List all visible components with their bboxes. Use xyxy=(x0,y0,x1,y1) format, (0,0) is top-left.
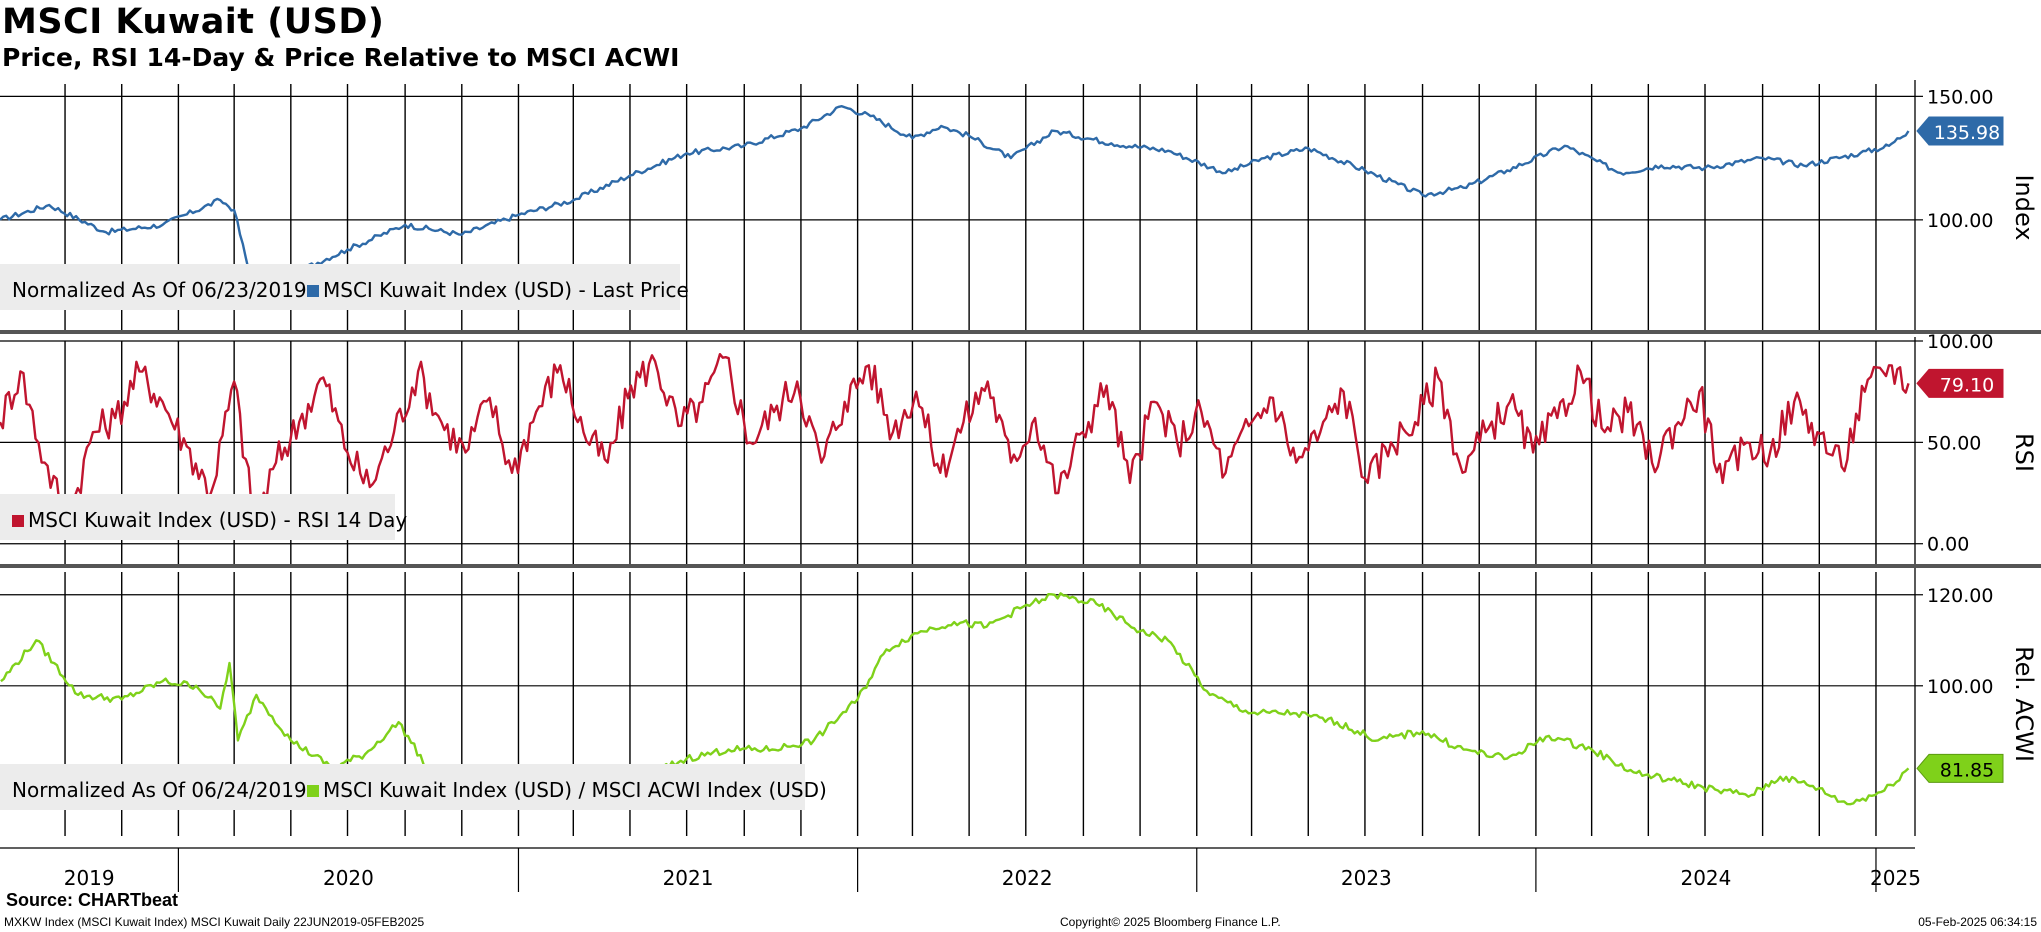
y-tick-label: 120.00 xyxy=(1927,585,1993,607)
series-line xyxy=(0,353,1910,525)
y-tick-label: 0.00 xyxy=(1927,534,1969,556)
y-tick-label: 100.00 xyxy=(1927,676,1993,698)
legend-series-name: MSCI Kuwait Index (USD) / MSCI ACWI Inde… xyxy=(323,778,827,802)
last-value-badge xyxy=(1916,753,2004,783)
x-tick-label: 2022 xyxy=(1002,866,1053,890)
y-tick-label: 100.00 xyxy=(1927,331,1993,353)
y-axis-label: Rel. ACWI xyxy=(2010,646,2038,762)
y-axis-label: RSI xyxy=(2010,433,2038,472)
legend-box xyxy=(0,264,680,310)
x-tick-label: 2023 xyxy=(1341,866,1392,890)
series-line xyxy=(0,105,1910,296)
y-axis-label: Index xyxy=(2010,174,2038,240)
last-value-badge xyxy=(1916,116,2004,146)
last-value-label: 81.85 xyxy=(1940,759,1994,781)
source-note: Source: CHARTbeat xyxy=(6,890,179,910)
legend-swatch xyxy=(307,785,319,797)
x-tick-label: 2019 xyxy=(64,866,115,890)
x-tick-label: 2021 xyxy=(663,866,714,890)
legend-prefix: Normalized As Of 06/24/2019 xyxy=(12,778,307,802)
legend-swatch xyxy=(307,285,319,297)
x-tick-label: 2024 xyxy=(1680,866,1731,890)
x-tick-label: 2020 xyxy=(323,866,374,890)
y-tick-label: 150.00 xyxy=(1927,86,1993,108)
x-tick-label: 2025 xyxy=(1870,866,1921,890)
legend-swatch xyxy=(12,515,24,527)
y-tick-label: 50.00 xyxy=(1927,432,1981,454)
panel-separator xyxy=(0,330,2041,334)
footer-ticker-info: MXKW Index (MSCI Kuwait Index) MSCI Kuwa… xyxy=(4,915,425,929)
chart-subtitle: Price, RSI 14-Day & Price Relative to MS… xyxy=(2,43,680,72)
legend-box xyxy=(0,764,805,810)
last-value-badge xyxy=(1916,368,2004,398)
footer-copyright: Copyright© 2025 Bloomberg Finance L.P. xyxy=(1060,915,1281,929)
last-value-label: 135.98 xyxy=(1934,122,2000,144)
legend-series-name: MSCI Kuwait Index (USD) - RSI 14 Day xyxy=(28,508,407,532)
legend-prefix: Normalized As Of 06/23/2019 xyxy=(12,278,307,302)
chart-title: MSCI Kuwait (USD) xyxy=(2,2,385,42)
panel-separator xyxy=(0,564,2041,568)
series-line xyxy=(0,592,1910,806)
y-tick-label: 100.00 xyxy=(1927,210,1993,232)
legend-box xyxy=(0,494,395,540)
footer-timestamp: 05-Feb-2025 06:34:15 xyxy=(1918,915,2037,929)
legend-series-name: MSCI Kuwait Index (USD) - Last Price xyxy=(323,278,689,302)
last-value-label: 79.10 xyxy=(1940,374,1994,396)
